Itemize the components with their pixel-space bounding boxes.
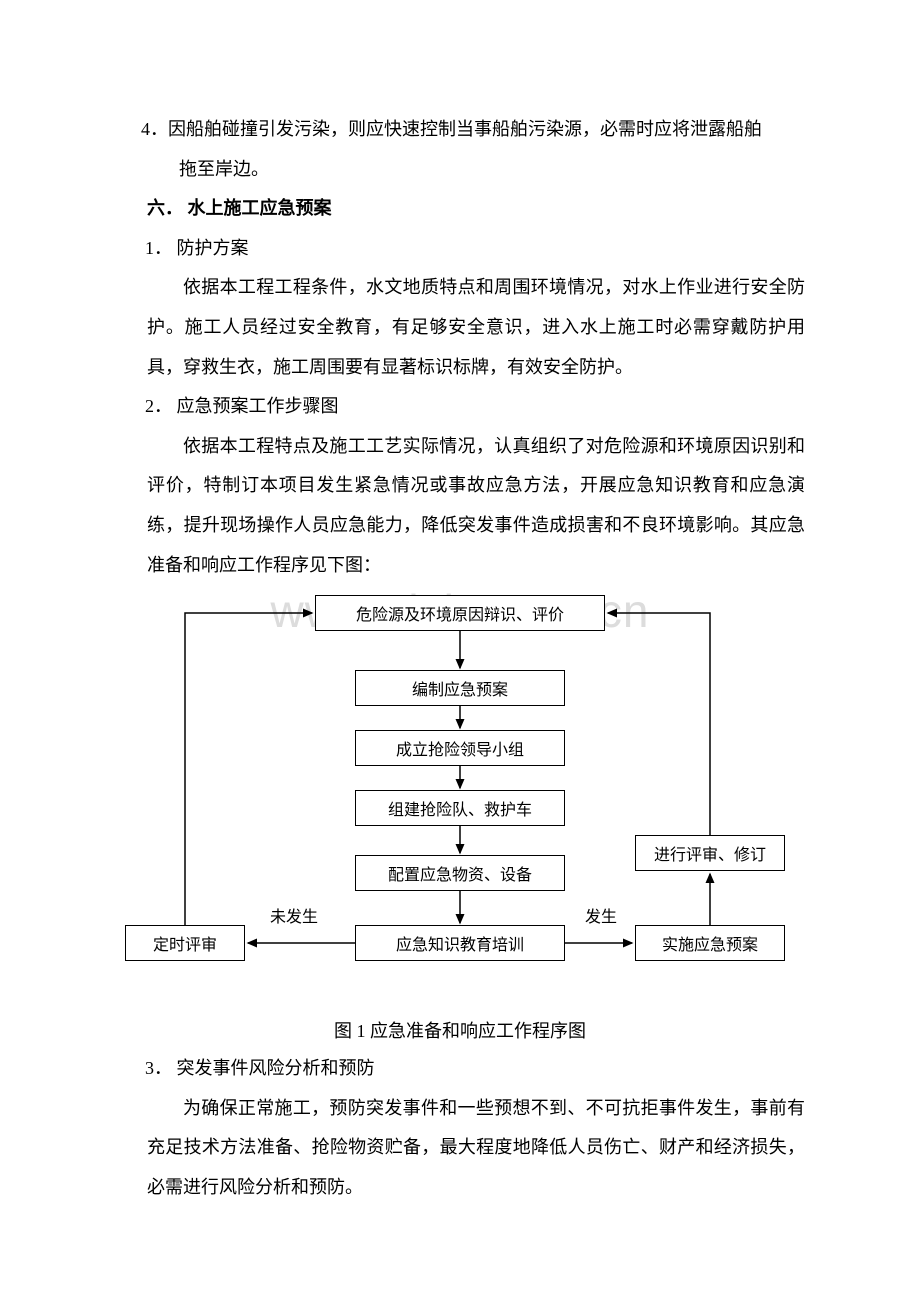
flowchart-node-1: 危险源及环境原因辩识、评价	[315, 595, 605, 631]
sub2-heading: 2． 应急预案工作步骤图	[115, 387, 805, 427]
flowchart-node-3: 成立抢险领导小组	[355, 730, 565, 766]
sub1-paragraph: 依据本工程工程条件，水文地质特点和周围环境情况，对水上作业进行安全防护。施工人员…	[115, 268, 805, 387]
section-6-heading: 六． 水上施工应急预案	[115, 189, 805, 229]
sub3-paragraph: 为确保正常施工，预防突发事件和一些预想不到、不可抗拒事件发生，事前有充足技术方法…	[115, 1089, 805, 1208]
flowchart-caption: 图 1 应急准备和响应工作程序图	[115, 1013, 805, 1049]
flowchart-container: 危险源及环境原因辩识、评价 编制应急预案 成立抢险领导小组 组建抢险队、救护车 …	[115, 595, 805, 995]
flowchart-node-9: 进行评审、修订	[635, 835, 785, 871]
flowchart-node-2: 编制应急预案	[355, 670, 565, 706]
flowchart-node-8: 实施应急预案	[635, 925, 785, 961]
flowchart-node-6: 应急知识教育培训	[355, 925, 565, 961]
sub3-heading: 3． 突发事件风险分析和预防	[115, 1049, 805, 1089]
item4-line1: 因船舶碰撞引发污染，则应快速控制当事船舶污染源，必需时应将泄露船舶	[168, 119, 762, 139]
sub2-paragraph: 依据本工程特点及施工工艺实际情况，认真组织了对危险源和环境原因识别和评价，特制订…	[115, 427, 805, 585]
list-item-4: 4．因船舶碰撞引发污染，则应快速控制当事船舶污染源，必需时应将泄露船舶	[115, 110, 805, 150]
flowchart-node-7: 定时评审	[125, 925, 245, 961]
item4-number: 4．	[141, 119, 168, 139]
flowchart-node-5: 配置应急物资、设备	[355, 855, 565, 891]
flowchart-node-4: 组建抢险队、救护车	[355, 790, 565, 826]
edge-label-left: 未发生	[270, 903, 318, 927]
item4-line2: 拖至岸边。	[115, 150, 805, 190]
edge-label-right: 发生	[585, 903, 617, 927]
sub1-heading: 1． 防护方案	[115, 229, 805, 269]
